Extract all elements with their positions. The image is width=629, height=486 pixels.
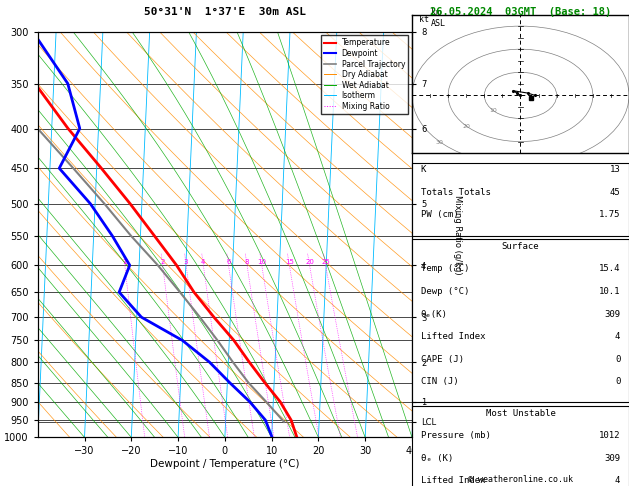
Text: kt: kt: [419, 15, 429, 23]
Text: 10: 10: [489, 107, 498, 113]
Y-axis label: hPa: hPa: [0, 225, 1, 244]
Text: 4: 4: [615, 332, 620, 341]
Bar: [412, 163, 629, 236]
Text: km
ASL: km ASL: [431, 8, 446, 28]
Text: 0: 0: [615, 377, 620, 386]
Text: Lifted Index: Lifted Index: [421, 476, 485, 486]
Text: Pressure (mb): Pressure (mb): [421, 431, 491, 440]
Text: 309: 309: [604, 310, 620, 318]
Text: 20: 20: [462, 124, 470, 129]
Text: Temp (°C): Temp (°C): [421, 264, 469, 273]
Text: CAPE (J): CAPE (J): [421, 355, 464, 364]
Bar: [412, 406, 629, 486]
Text: 309: 309: [604, 454, 620, 463]
Text: Dewp (°C): Dewp (°C): [421, 287, 469, 296]
Text: K: K: [421, 165, 426, 174]
Text: 20: 20: [305, 259, 314, 265]
Text: 26.05.2024  03GMT  (Base: 18): 26.05.2024 03GMT (Base: 18): [430, 7, 611, 17]
Y-axis label: Mixing Ratio (g/kg): Mixing Ratio (g/kg): [453, 195, 462, 274]
Text: 6: 6: [226, 259, 231, 265]
Text: Most Unstable: Most Unstable: [486, 409, 555, 417]
Text: 25: 25: [321, 259, 330, 265]
Text: Surface: Surface: [502, 242, 539, 251]
Text: 15.4: 15.4: [599, 264, 620, 273]
Text: 13: 13: [610, 165, 620, 174]
Bar: [412, 239, 629, 402]
Text: 10: 10: [257, 259, 266, 265]
Text: 3: 3: [184, 259, 188, 265]
Text: 4: 4: [201, 259, 206, 265]
Text: θₑ(K): θₑ(K): [421, 310, 448, 318]
Legend: Temperature, Dewpoint, Parcel Trajectory, Dry Adiabat, Wet Adiabat, Isotherm, Mi: Temperature, Dewpoint, Parcel Trajectory…: [321, 35, 408, 114]
Text: 45: 45: [610, 188, 620, 197]
Text: 15: 15: [285, 259, 294, 265]
Text: 1: 1: [123, 259, 127, 265]
Text: 2: 2: [160, 259, 165, 265]
X-axis label: Dewpoint / Temperature (°C): Dewpoint / Temperature (°C): [150, 459, 299, 469]
Text: CIN (J): CIN (J): [421, 377, 459, 386]
Text: Lifted Index: Lifted Index: [421, 332, 485, 341]
Text: © weatheronline.co.uk: © weatheronline.co.uk: [468, 474, 573, 484]
Text: 1012: 1012: [599, 431, 620, 440]
Text: PW (cm): PW (cm): [421, 210, 459, 220]
Text: 50°31'N  1°37'E  30m ASL: 50°31'N 1°37'E 30m ASL: [144, 7, 306, 17]
Text: Totals Totals: Totals Totals: [421, 188, 491, 197]
Text: 0: 0: [615, 355, 620, 364]
Text: 10.1: 10.1: [599, 287, 620, 296]
Text: 4: 4: [615, 476, 620, 486]
Text: 30: 30: [435, 140, 443, 145]
Text: θₑ (K): θₑ (K): [421, 454, 453, 463]
Text: 8: 8: [245, 259, 249, 265]
Text: 1.75: 1.75: [599, 210, 620, 220]
